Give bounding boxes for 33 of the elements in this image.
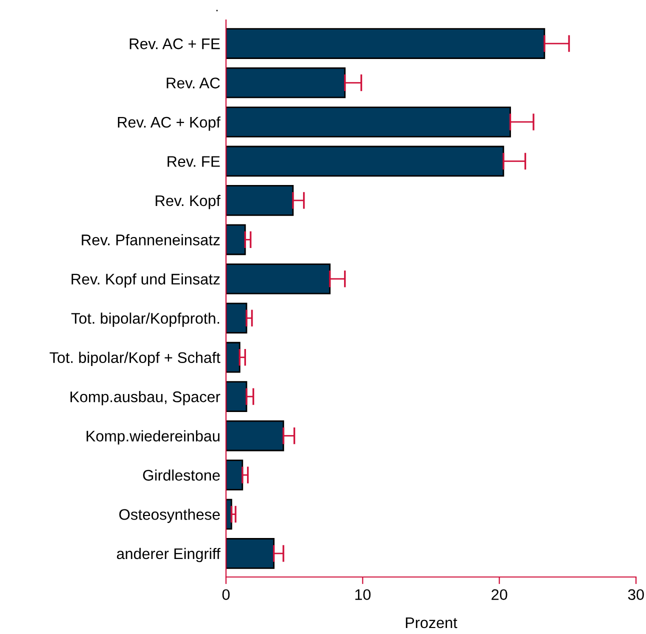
bar <box>226 460 244 490</box>
x-axis-title: Prozent <box>406 617 458 628</box>
bar <box>226 106 511 138</box>
bar <box>226 538 275 569</box>
y-tick-label: Komp.ausbau, Spacer <box>70 391 220 406</box>
y-tick-label: Rev. AC <box>166 78 220 88</box>
text: . <box>216 10 218 12</box>
y-tick-label: Rev. Kopf und Einsatz <box>72 273 220 288</box>
x-tick-label: 30 <box>628 589 644 600</box>
bar <box>226 28 546 59</box>
bar <box>226 146 504 177</box>
y-tick-label: Tot. bipolar/Kopfproth. <box>71 312 220 327</box>
bar <box>226 302 248 334</box>
y-tick-label: Rev. FE <box>168 156 220 167</box>
y-tick-label: Rev. AC + FE <box>130 38 220 50</box>
y-tick-label: Rev. Pfanneneinsatz <box>82 234 220 246</box>
x-tick-label: 0 <box>222 589 230 600</box>
bar <box>226 224 246 256</box>
y-tick-label: Girdlestone <box>143 469 220 481</box>
bar <box>226 263 331 294</box>
bar <box>226 67 346 98</box>
x-tick-label: 10 <box>355 589 371 600</box>
y-tick-label: Rev. AC + Kopf <box>118 116 220 131</box>
x-tick-label: 20 <box>492 589 508 600</box>
bar <box>226 381 248 412</box>
bar <box>226 185 294 216</box>
bar <box>226 420 284 452</box>
y-tick-label: Rev. Kopf <box>156 194 220 210</box>
y-tick-label: anderer Eingriff <box>116 548 220 562</box>
y-tick-label: Osteosynthese <box>119 508 220 523</box>
y-tick-label: Komp.wiedereinbau <box>86 430 220 444</box>
y-tick-label: Tot. bipolar/Kopf + Schaft <box>50 352 220 366</box>
bar <box>226 342 240 373</box>
